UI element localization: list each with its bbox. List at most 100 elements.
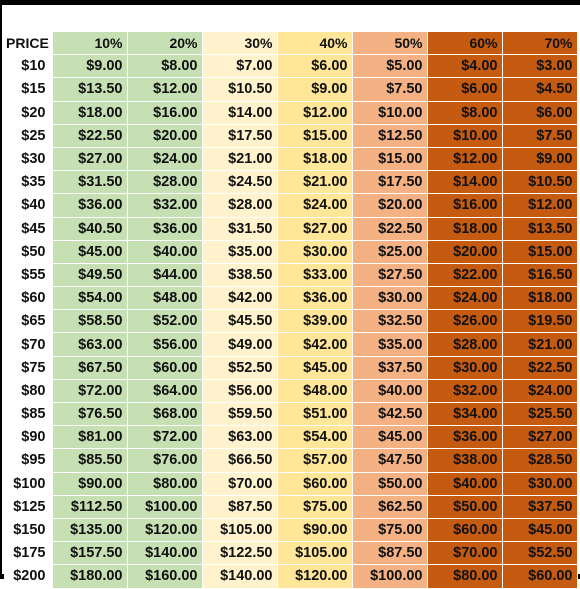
table-row: $150 $135.00 $120.00 $105.00 $90.00 $75.00 $60… (4, 518, 578, 543)
table-row: $75 $67.50 $60.00 $52.50 $45.00 $37.50 $30.00 $… (4, 356, 578, 380)
cell-50-percent: $32.50 (352, 309, 428, 334)
cell-40-percent: $27.00 (277, 217, 353, 241)
cell-20-percent: $56.00 (127, 332, 203, 357)
cell-60-percent: $28.00 (427, 332, 503, 357)
cell-price: $90 (4, 425, 53, 450)
cell-50-percent: $12.50 (352, 124, 428, 148)
cell-50-percent: $100.00 (352, 564, 428, 589)
cell-40-percent: $36.00 (277, 286, 353, 311)
cell-30-percent: $35.00 (202, 240, 278, 264)
cell-70-percent: $15.00 (502, 240, 578, 264)
cell-price: $55 (4, 263, 53, 288)
table-row: $35 $31.50 $28.00 $24.50 $21.00 $17.50 $14.00 $… (4, 170, 578, 195)
cell-20-percent: $32.00 (127, 193, 203, 218)
cell-50-percent: $47.50 (352, 448, 428, 473)
cell-70-percent: $28.50 (502, 448, 578, 473)
cell-20-percent: $140.00 (127, 541, 203, 566)
cell-price: $80 (4, 379, 53, 404)
cell-70-percent: $12.00 (502, 193, 578, 218)
cell-70-percent: $27.00 (502, 425, 578, 450)
cell-10-percent: $90.00 (52, 472, 128, 496)
cell-50-percent: $42.50 (352, 402, 428, 427)
table-row: $15 $13.50 $12.00 $10.50 $9.00 $7.50 $6.00 $4.5… (4, 77, 578, 102)
cell-70-percent: $18.00 (502, 286, 578, 311)
cell-20-percent: $36.00 (127, 217, 203, 241)
cell-40-percent: $75.00 (277, 495, 353, 519)
cell-40-percent: $120.00 (277, 564, 353, 589)
cell-40-percent: $30.00 (277, 240, 353, 264)
table-row: $55 $49.50 $44.00 $38.50 $33.00 $27.50 $22.00 $… (4, 263, 578, 288)
cell-20-percent: $52.00 (127, 309, 203, 334)
cell-70-percent: $25.50 (502, 402, 578, 427)
cell-60-percent: $24.00 (427, 286, 503, 311)
cell-30-percent: $66.50 (202, 448, 278, 473)
cell-60-percent: $30.00 (427, 356, 503, 380)
cell-30-percent: $14.00 (202, 101, 278, 125)
cell-20-percent: $20.00 (127, 124, 203, 148)
cell-10-percent: $27.00 (52, 147, 128, 172)
cell-10-percent: $40.50 (52, 217, 128, 241)
table-row: $65 $58.50 $52.00 $45.50 $39.00 $32.50 $26.00 $… (4, 309, 578, 334)
cell-10-percent: $58.50 (52, 309, 128, 334)
cell-10-percent: $45.00 (52, 240, 128, 264)
cell-50-percent: $75.00 (352, 518, 428, 543)
cell-price: $35 (4, 170, 53, 195)
cell-40-percent: $90.00 (277, 518, 353, 543)
cell-30-percent: $63.00 (202, 425, 278, 450)
cell-20-percent: $120.00 (127, 518, 203, 543)
cell-70-percent: $10.50 (502, 170, 578, 195)
cell-50-percent: $37.50 (352, 356, 428, 380)
cell-70-percent: $22.50 (502, 356, 578, 380)
cell-10-percent: $180.00 (52, 564, 128, 589)
cell-price: $200 (4, 564, 53, 589)
cell-30-percent: $59.50 (202, 402, 278, 427)
cell-70-percent: $52.50 (502, 541, 578, 566)
cell-20-percent: $8.00 (127, 54, 203, 79)
table-row: $50 $45.00 $40.00 $35.00 $30.00 $25.00 $20.00 $… (4, 240, 578, 264)
cell-30-percent: $10.50 (202, 77, 278, 102)
cell-70-percent: $6.00 (502, 101, 578, 125)
cell-60-percent: $18.00 (427, 217, 503, 241)
cell-10-percent: $135.00 (52, 518, 128, 543)
cell-30-percent: $52.50 (202, 356, 278, 380)
cell-50-percent: $22.50 (352, 217, 428, 241)
cell-20-percent: $60.00 (127, 356, 203, 380)
table-row: $175 $157.50 $140.00 $122.50 $105.00 $87.50 $7… (4, 541, 578, 566)
cell-70-percent: $24.00 (502, 379, 578, 404)
cell-10-percent: $22.50 (52, 124, 128, 148)
header-30-percent: 30% (202, 32, 278, 56)
cell-40-percent: $105.00 (277, 541, 353, 566)
cell-price: $95 (4, 448, 53, 473)
cell-40-percent: $54.00 (277, 425, 353, 450)
cell-10-percent: $112.50 (52, 495, 128, 519)
cell-60-percent: $32.00 (427, 379, 503, 404)
cell-50-percent: $15.00 (352, 147, 428, 172)
cell-50-percent: $50.00 (352, 472, 428, 496)
table-row: $200 $180.00 $160.00 $140.00 $120.00 $100.00 $… (4, 564, 578, 589)
cell-10-percent: $157.50 (52, 541, 128, 566)
cell-10-percent: $31.50 (52, 170, 128, 195)
cell-20-percent: $160.00 (127, 564, 203, 589)
header-70-percent: 70% (502, 32, 578, 56)
table-row: $70 $63.00 $56.00 $49.00 $42.00 $35.00 $28.00 $… (4, 332, 578, 357)
cell-price: $70 (4, 332, 53, 357)
cell-20-percent: $40.00 (127, 240, 203, 264)
cell-60-percent: $36.00 (427, 425, 503, 450)
cell-price: $40 (4, 193, 53, 218)
cell-70-percent: $3.00 (502, 54, 578, 79)
cell-60-percent: $4.00 (427, 54, 503, 79)
cell-10-percent: $67.50 (52, 356, 128, 380)
cell-50-percent: $27.50 (352, 263, 428, 288)
header-50-percent: 50% (352, 32, 428, 56)
cell-10-percent: $85.50 (52, 448, 128, 473)
header-row: PRICE 10% 20% 30% 40% 50% 60% 70% (4, 32, 578, 56)
cell-50-percent: $62.50 (352, 495, 428, 519)
cell-40-percent: $45.00 (277, 356, 353, 380)
cell-70-percent: $60.00 (502, 564, 578, 589)
table-row: $90 $81.00 $72.00 $63.00 $54.00 $45.00 $36.00 $… (4, 425, 578, 450)
cell-40-percent: $33.00 (277, 263, 353, 288)
cell-20-percent: $28.00 (127, 170, 203, 195)
cell-30-percent: $45.50 (202, 309, 278, 334)
cell-70-percent: $4.50 (502, 77, 578, 102)
cell-50-percent: $10.00 (352, 101, 428, 125)
